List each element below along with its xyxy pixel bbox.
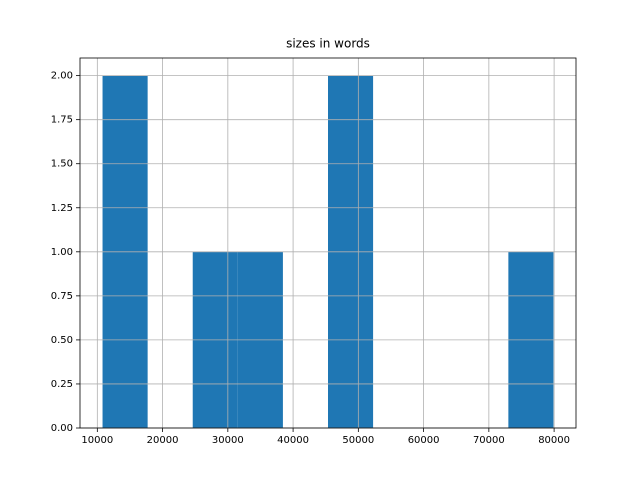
x-tick-label: 50000 (342, 435, 374, 446)
plot-frame (79, 57, 577, 429)
y-tick-label: 1.25 (51, 203, 73, 214)
y-tick-label: 1.50 (51, 159, 73, 170)
x-tick-label: 10000 (81, 435, 113, 446)
x-tick-label: 30000 (212, 435, 244, 446)
x-tick-label: 20000 (147, 435, 179, 446)
x-tick-label: 70000 (473, 435, 505, 446)
chart-title: sizes in words (286, 37, 370, 51)
y-tick-label: 0.00 (51, 423, 73, 434)
x-tick-label: 80000 (538, 435, 570, 446)
y-tick-label: 0.75 (51, 291, 73, 302)
y-tick-label: 0.25 (51, 379, 73, 390)
x-tick-label: 60000 (408, 435, 440, 446)
y-tick-label: 2.00 (51, 71, 73, 82)
y-tick-label: 1.00 (51, 247, 73, 258)
x-tick-label: 40000 (277, 435, 309, 446)
y-tick-label: 1.75 (51, 115, 73, 126)
y-tick-label: 0.50 (51, 335, 73, 346)
